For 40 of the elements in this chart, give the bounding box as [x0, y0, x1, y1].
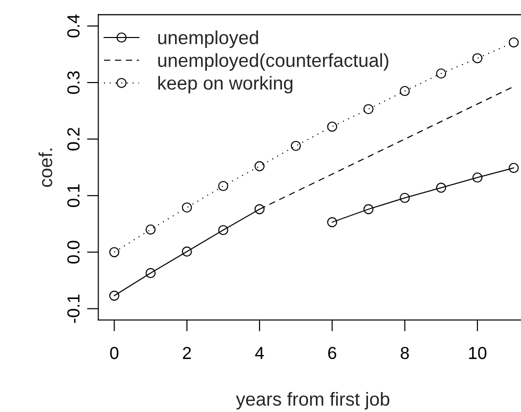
point: [472, 53, 482, 64]
point: [400, 86, 410, 96]
y-tick-label: 0.4: [67, 14, 80, 38]
point: [146, 224, 156, 235]
point: [472, 172, 482, 183]
y-tick-label: 0.3: [67, 71, 80, 94]
x-tick-label: 8: [400, 346, 409, 360]
point: [254, 161, 265, 172]
x-tick-label: 2: [182, 346, 191, 359]
point: [109, 247, 120, 258]
y-tick-label: 0.2: [67, 128, 80, 150]
point: [363, 104, 374, 114]
point: [327, 122, 338, 132]
y-tick-label: 0.1: [67, 184, 80, 208]
point: [508, 37, 519, 48]
point: [290, 140, 301, 151]
point: [146, 268, 156, 278]
y-tick-label: 0.0: [67, 240, 80, 264]
point: [182, 202, 192, 213]
point: [182, 246, 192, 257]
point: [218, 180, 228, 192]
point: [436, 182, 446, 193]
point: [363, 204, 374, 214]
x-tick-label: 6: [328, 346, 336, 360]
legend-label: unemployed: [158, 30, 258, 48]
point: [400, 192, 410, 203]
legend-label: unemployed(counterfactual): [158, 53, 388, 71]
point: [327, 217, 338, 228]
legend-label: keep on working: [158, 76, 292, 94]
x-tick-label: 10: [469, 346, 486, 360]
point: [109, 290, 120, 301]
point: [254, 204, 265, 214]
point: [508, 162, 519, 173]
y-tick-label: -0.1: [67, 294, 80, 323]
point: [218, 225, 228, 236]
point: [436, 68, 446, 79]
y-axis-title: coef.: [38, 148, 52, 187]
x-tick-label: 4: [255, 347, 264, 359]
x-axis-title: years from first job: [236, 392, 390, 410]
x-tick-label: 0: [110, 346, 118, 360]
